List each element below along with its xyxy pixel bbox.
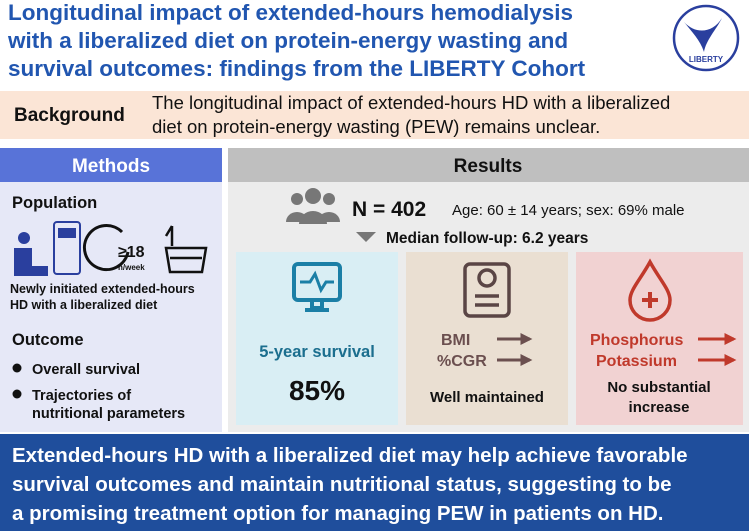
background-label: Background bbox=[14, 105, 125, 126]
background-text: The longitudinal impact of extended-hour… bbox=[152, 92, 670, 113]
anthropometry-summary: Well maintained bbox=[430, 389, 544, 406]
hours-unit: h/week bbox=[118, 263, 145, 272]
outcome-item: Trajectories of bbox=[32, 388, 131, 404]
bullet bbox=[12, 389, 22, 399]
bullet bbox=[12, 363, 22, 373]
title-line: survival outcomes: findings from the LIB… bbox=[8, 56, 586, 81]
outcome-heading: Outcome bbox=[12, 331, 84, 349]
conclusion-box bbox=[0, 434, 749, 531]
conclusion-line: Extended-hours HD with a liberalized die… bbox=[12, 444, 688, 467]
survival-value: 85% bbox=[289, 375, 345, 406]
demographics: Age: 60 ± 14 years; sex: 69% male bbox=[452, 202, 685, 219]
methods-header bbox=[0, 148, 222, 182]
bmi-label: BMI bbox=[441, 332, 470, 349]
clock-icon: ≥18 h/week bbox=[82, 224, 145, 272]
results-header bbox=[228, 148, 749, 182]
background-box bbox=[0, 91, 749, 139]
logo-text: LIBERTY bbox=[689, 55, 724, 64]
drop-icon bbox=[628, 258, 672, 322]
scale-icon bbox=[463, 262, 511, 318]
people-icon bbox=[286, 188, 340, 224]
methods-heading: Methods bbox=[72, 156, 150, 177]
sample-size: N = 402 bbox=[352, 198, 426, 221]
triangle bbox=[356, 232, 376, 242]
survival-label: 5-year survival bbox=[259, 343, 375, 361]
minerals-summary: No substantial bbox=[607, 379, 710, 396]
conclusion: Extended-hours HD with a liberalized die… bbox=[12, 444, 688, 525]
monitor-icon bbox=[292, 262, 342, 312]
potassium-label: Potassium bbox=[596, 353, 677, 370]
population-text: HD with a liberalized diet bbox=[10, 298, 158, 312]
title-line: with a liberalized diet on protein-energ… bbox=[7, 28, 568, 53]
hours: ≥18 bbox=[118, 244, 145, 261]
conclusion-line: a promising treatment option for managin… bbox=[12, 502, 663, 525]
title: Longitudinal impact of extended-hours he… bbox=[7, 0, 586, 81]
results-heading: Results bbox=[454, 156, 523, 177]
methods-body bbox=[0, 182, 222, 432]
phosphorus-label: Phosphorus bbox=[590, 332, 683, 349]
logo: LIBERTY bbox=[672, 4, 740, 72]
title-line: Longitudinal impact of extended-hours he… bbox=[8, 0, 573, 25]
outcome-item: nutritional parameters bbox=[32, 406, 185, 422]
population-text: Newly initiated extended-hours bbox=[10, 282, 195, 296]
cgr-label: %CGR bbox=[437, 353, 487, 370]
logo-mark bbox=[684, 18, 722, 52]
logo-ring bbox=[672, 4, 740, 72]
follow-up: Median follow-up: 6.2 years bbox=[386, 230, 588, 247]
hd-machine-icon bbox=[14, 221, 81, 276]
conclusion-line: survival outcomes and maintain nutrition… bbox=[12, 473, 672, 496]
population-heading: Population bbox=[12, 194, 97, 212]
minerals-summary: increase bbox=[629, 399, 690, 416]
meal-icon bbox=[164, 225, 208, 274]
outcome-item: Overall survival bbox=[32, 362, 140, 378]
anthropometry-panel bbox=[406, 252, 568, 425]
background-text: diet on protein-energy wasting (PEW) rem… bbox=[152, 116, 600, 137]
